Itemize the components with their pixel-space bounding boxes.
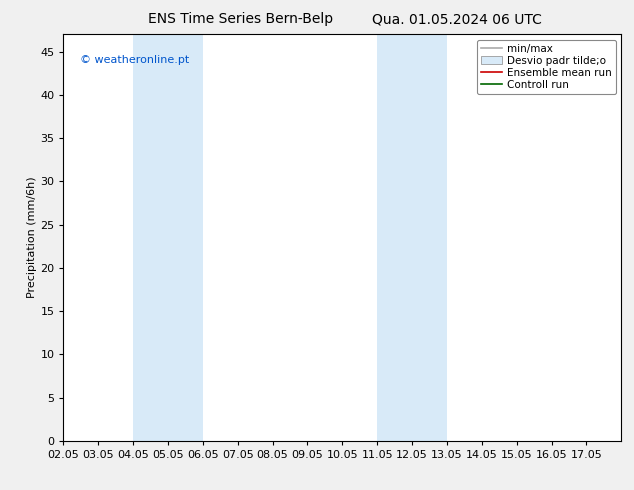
Y-axis label: Precipitation (mm/6h): Precipitation (mm/6h) xyxy=(27,177,37,298)
Text: © weatheronline.pt: © weatheronline.pt xyxy=(80,54,190,65)
Text: Qua. 01.05.2024 06 UTC: Qua. 01.05.2024 06 UTC xyxy=(372,12,541,26)
Bar xyxy=(133,34,203,441)
Bar xyxy=(377,34,447,441)
Legend: min/max, Desvio padr tilde;o, Ensemble mean run, Controll run: min/max, Desvio padr tilde;o, Ensemble m… xyxy=(477,40,616,94)
Text: ENS Time Series Bern-Belp: ENS Time Series Bern-Belp xyxy=(148,12,333,26)
